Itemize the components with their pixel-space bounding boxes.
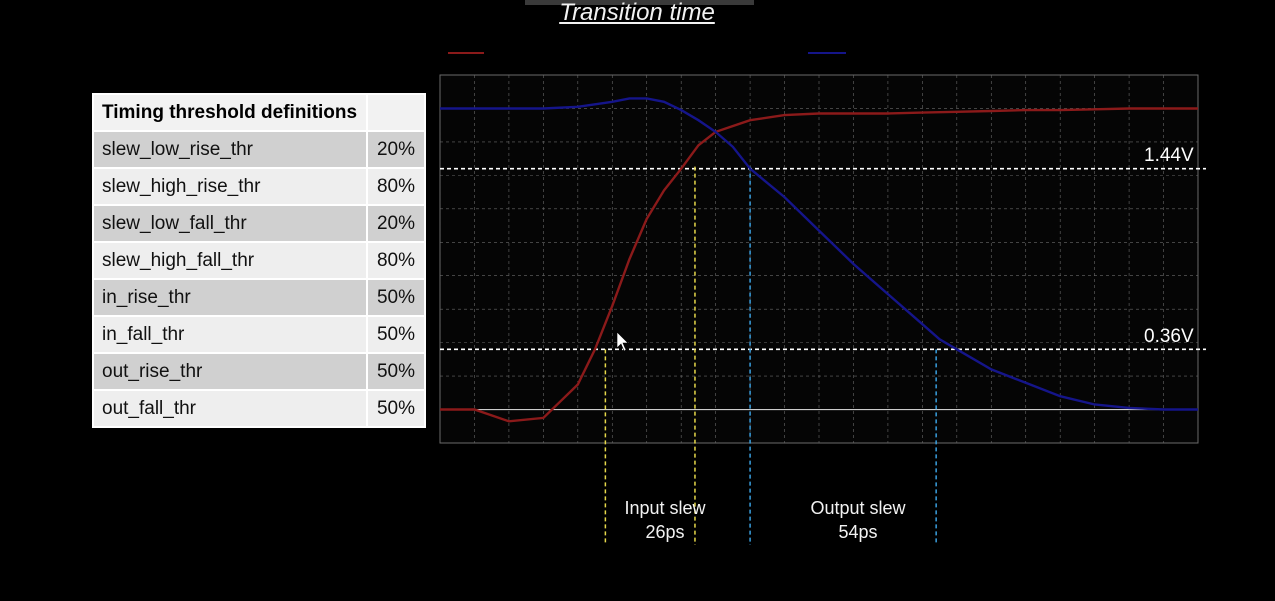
threshold-name: slew_low_fall_thr	[92, 204, 368, 243]
threshold-value: 20%	[366, 130, 426, 169]
threshold-value: 80%	[366, 241, 426, 280]
table-row: out_fall_thr 50%	[92, 389, 426, 428]
high-threshold-label: 1.44V	[1144, 145, 1194, 166]
threshold-value: 50%	[366, 352, 426, 391]
output-slew-annotation: Output slew 54ps	[790, 496, 926, 544]
table-row: slew_low_rise_thr 20%	[92, 130, 426, 169]
threshold-value: 50%	[366, 315, 426, 354]
table-header-blank	[366, 93, 426, 132]
threshold-value: 50%	[366, 278, 426, 317]
input-slew-value: 26ps	[645, 522, 685, 542]
table-row: slew_low_fall_thr 20%	[92, 204, 426, 243]
mouse-cursor-icon	[616, 331, 629, 352]
output-slew-label: Output slew	[810, 498, 906, 518]
slide-title: Transition time	[559, 0, 715, 26]
threshold-value: 20%	[366, 204, 426, 243]
input-waveform	[440, 107, 1198, 423]
title-strip	[525, 0, 754, 5]
threshold-value: 80%	[366, 167, 426, 206]
threshold-name: slew_low_rise_thr	[92, 130, 368, 169]
input-slew-annotation: Input slew 26ps	[610, 496, 720, 544]
table-row: out_rise_thr 50%	[92, 352, 426, 391]
table-header: Timing threshold definitions	[92, 93, 368, 132]
threshold-name: slew_high_rise_thr	[92, 167, 368, 206]
table-row: in_rise_thr 50%	[92, 278, 426, 317]
table-row: slew_high_fall_thr 80%	[92, 241, 426, 280]
table-row: in_fall_thr 50%	[92, 315, 426, 354]
input-slew-label: Input slew	[624, 498, 706, 518]
threshold-value: 50%	[366, 389, 426, 428]
output-slew-value: 54ps	[838, 522, 878, 542]
threshold-name: in_fall_thr	[92, 315, 368, 354]
table-row: slew_high_rise_thr 80%	[92, 167, 426, 206]
threshold-name: out_fall_thr	[92, 389, 368, 428]
threshold-name: slew_high_fall_thr	[92, 241, 368, 280]
threshold-name: in_rise_thr	[92, 278, 368, 317]
output-waveform	[440, 97, 1198, 411]
table-header-row: Timing threshold definitions	[92, 93, 426, 132]
low-threshold-label: 0.36V	[1144, 326, 1194, 347]
threshold-name: out_rise_thr	[92, 352, 368, 391]
threshold-table: Timing threshold definitions slew_low_ri…	[92, 93, 426, 428]
